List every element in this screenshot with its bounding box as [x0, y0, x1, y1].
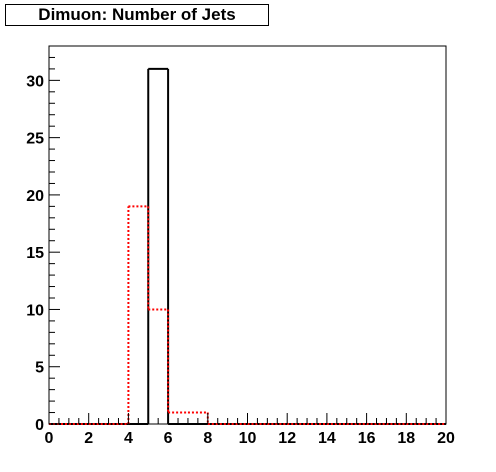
y-tick-label: 20: [26, 188, 44, 205]
x-tick-label: 14: [318, 430, 336, 447]
x-tick-label: 10: [239, 430, 257, 447]
series-layer: [49, 67, 446, 425]
x-tick-label: 0: [45, 430, 54, 447]
y-tick-label: 5: [35, 360, 44, 377]
series-1: [49, 67, 446, 425]
y-tick-label: 10: [26, 302, 44, 319]
series-2: [49, 205, 446, 425]
chart-title: Dimuon: Number of Jets: [5, 4, 269, 26]
x-tick-label: 6: [164, 430, 173, 447]
y-tick-label: 30: [26, 73, 44, 90]
x-tick-label: 2: [84, 430, 93, 447]
y-tick-label: 0: [35, 417, 44, 434]
plot-frame: [48, 45, 447, 425]
y-tick-label: 15: [26, 245, 44, 262]
x-tick-label: 8: [203, 430, 212, 447]
x-tick-label: 16: [358, 430, 376, 447]
y-axis: 0 5 10 15 20 25 30: [26, 45, 60, 434]
x-tick-label: 18: [397, 430, 415, 447]
y-tick-label: 25: [26, 131, 44, 148]
x-axis: 0 2 4 6 8 10 12 14 16 18 20: [45, 413, 455, 447]
x-tick-label: 4: [124, 430, 133, 447]
x-tick-label: 12: [278, 430, 296, 447]
x-tick-label: 20: [437, 430, 455, 447]
